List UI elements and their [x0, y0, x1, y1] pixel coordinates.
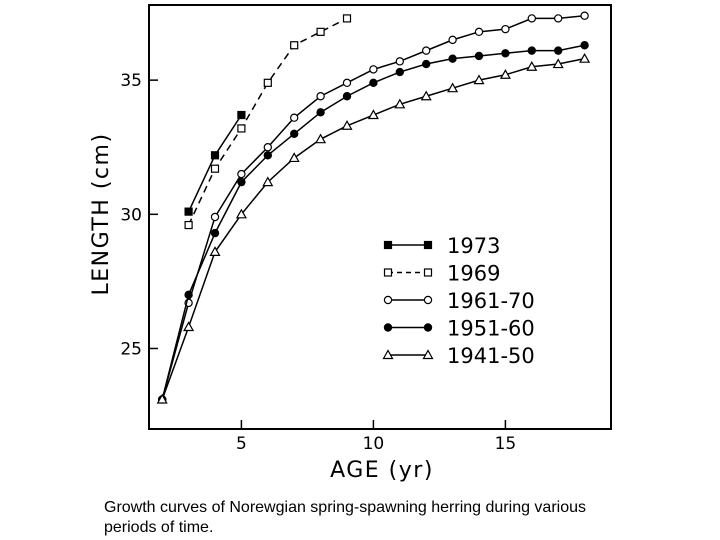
legend-item-1951-60-marker: [383, 323, 393, 332]
legend-item-1961-70-marker: [423, 295, 433, 305]
series-1961-70-marker: [290, 113, 299, 122]
y-tick-label: 30: [120, 205, 142, 225]
series-1941-50-marker: [156, 393, 168, 404]
series-1961-70-marker: [527, 14, 537, 23]
axis-ticks: 5 10 15 25 30 35: [120, 71, 516, 454]
series-1961-70-marker: [448, 35, 457, 45]
series-1969-marker: [290, 41, 299, 50]
series-1941-50-marker: [288, 152, 300, 163]
series-1961-70-marker: [422, 46, 431, 55]
series-1951-60-marker: [210, 228, 220, 238]
series-1961-70-marker: [316, 92, 325, 101]
legend-item-1941-50-marker: [422, 349, 434, 360]
series-1941-50-marker: [499, 69, 511, 79]
x-tick-label: 10: [363, 434, 385, 454]
series-1951-60-marker: [580, 41, 589, 50]
legend-item-1961-70-label: 1961-70: [447, 289, 535, 313]
series-1961-70-marker: [554, 14, 563, 23]
series-1951-60-marker: [448, 54, 457, 63]
series-1969-marker: [210, 164, 220, 173]
x-axis-label: AGE (yr): [330, 458, 434, 483]
legend-item-1961-70: 1961-70: [383, 289, 535, 313]
figure-caption: Growth curves of Norewgian spring-spawni…: [104, 499, 587, 536]
legend-item-1973-marker: [383, 240, 393, 250]
series-1973-marker: [184, 207, 193, 216]
series-1941-50-marker: [341, 120, 353, 130]
series-1941-50-marker: [579, 52, 591, 63]
series-1951-60-marker: [422, 59, 431, 69]
series-1941-50-marker: [209, 246, 221, 256]
plot-frame: [148, 4, 612, 430]
series-layer: [156, 11, 591, 404]
series-1969-line: [187, 17, 348, 226]
y-tick-label: 25: [120, 339, 142, 359]
series-1961-70-marker: [501, 24, 510, 34]
series-1951-60: [157, 41, 589, 404]
series-1969-marker: [263, 78, 272, 87]
series-1951-60-marker: [501, 49, 510, 58]
series-1951-60-marker: [342, 92, 352, 101]
series-1941-50-marker: [367, 109, 379, 120]
legend-item-1951-60: 1951-60: [383, 317, 535, 341]
series-1941-50-marker: [262, 176, 274, 187]
y-tick-label: 35: [120, 71, 142, 91]
series-1969-marker: [342, 14, 352, 23]
series-1951-60-marker: [237, 177, 246, 187]
chart: 5 10 15 25 30 35 1973 1969 1961-70 1951-60 1941-5…: [89, 4, 612, 483]
series-1961-70-marker: [395, 57, 404, 66]
series-1961-70-marker: [580, 11, 589, 20]
legend: 1973 1969 1961-70 1951-60 1941-50: [382, 234, 535, 368]
y-axis-label: LENGTH (cm): [89, 132, 114, 295]
series-1951-60-marker: [527, 46, 537, 55]
legend-item-1951-60-label: 1951-60: [447, 317, 535, 341]
legend-item-1973-marker: [423, 240, 433, 250]
series-1941-50-marker: [552, 58, 564, 69]
series-1951-60-marker: [263, 151, 272, 160]
series-1941-50-marker: [394, 98, 406, 109]
series-1941-50-marker: [473, 74, 485, 85]
legend-item-1969-marker: [423, 268, 433, 277]
series-1951-60-marker: [474, 51, 484, 61]
series-1961-70-marker: [210, 212, 220, 222]
series-1941-50-marker: [526, 60, 538, 71]
x-tick-label: 15: [495, 434, 517, 454]
series-1961-70-marker: [474, 27, 484, 37]
series-1951-60-marker: [184, 290, 193, 300]
series-1951-60-marker: [290, 129, 299, 139]
series-1951-60-marker: [369, 78, 378, 88]
series-1969: [184, 14, 352, 230]
legend-item-1969-label: 1969: [447, 262, 500, 286]
series-1941-50-marker: [235, 208, 247, 219]
x-tick-label: 5: [236, 434, 247, 454]
legend-item-1951-60-marker: [423, 323, 433, 332]
series-1941-50: [156, 52, 591, 404]
series-1961-70-marker: [369, 65, 378, 74]
series-1969-marker: [184, 220, 193, 230]
series-1951-60-marker: [554, 46, 563, 55]
legend-item-1969-marker: [383, 268, 393, 277]
series-1951-60-marker: [316, 108, 325, 117]
series-1961-70-marker: [237, 169, 246, 179]
legend-item-1961-70-marker: [383, 295, 393, 305]
series-1973-marker: [237, 110, 246, 120]
series-1961-70-marker: [263, 143, 272, 152]
series-1941-50-marker: [183, 321, 195, 332]
series-1969-marker: [237, 124, 246, 133]
series-1941-50-marker: [315, 133, 327, 144]
legend-item-1941-50: 1941-50: [382, 344, 535, 368]
series-1941-50-marker: [420, 90, 432, 101]
legend-item-1941-50-marker: [382, 349, 394, 360]
series-1951-60-marker: [395, 67, 404, 77]
legend-item-1973-label: 1973: [447, 234, 500, 258]
series-1973: [184, 110, 246, 216]
legend-item-1941-50-label: 1941-50: [447, 344, 535, 368]
legend-item-1973: 1973: [383, 234, 500, 258]
legend-item-1969: 1969: [383, 262, 500, 286]
series-1961-70-marker: [342, 78, 352, 88]
series-1973-marker: [210, 151, 220, 160]
series-1969-marker: [316, 27, 325, 36]
series-1941-50-marker: [447, 82, 459, 93]
